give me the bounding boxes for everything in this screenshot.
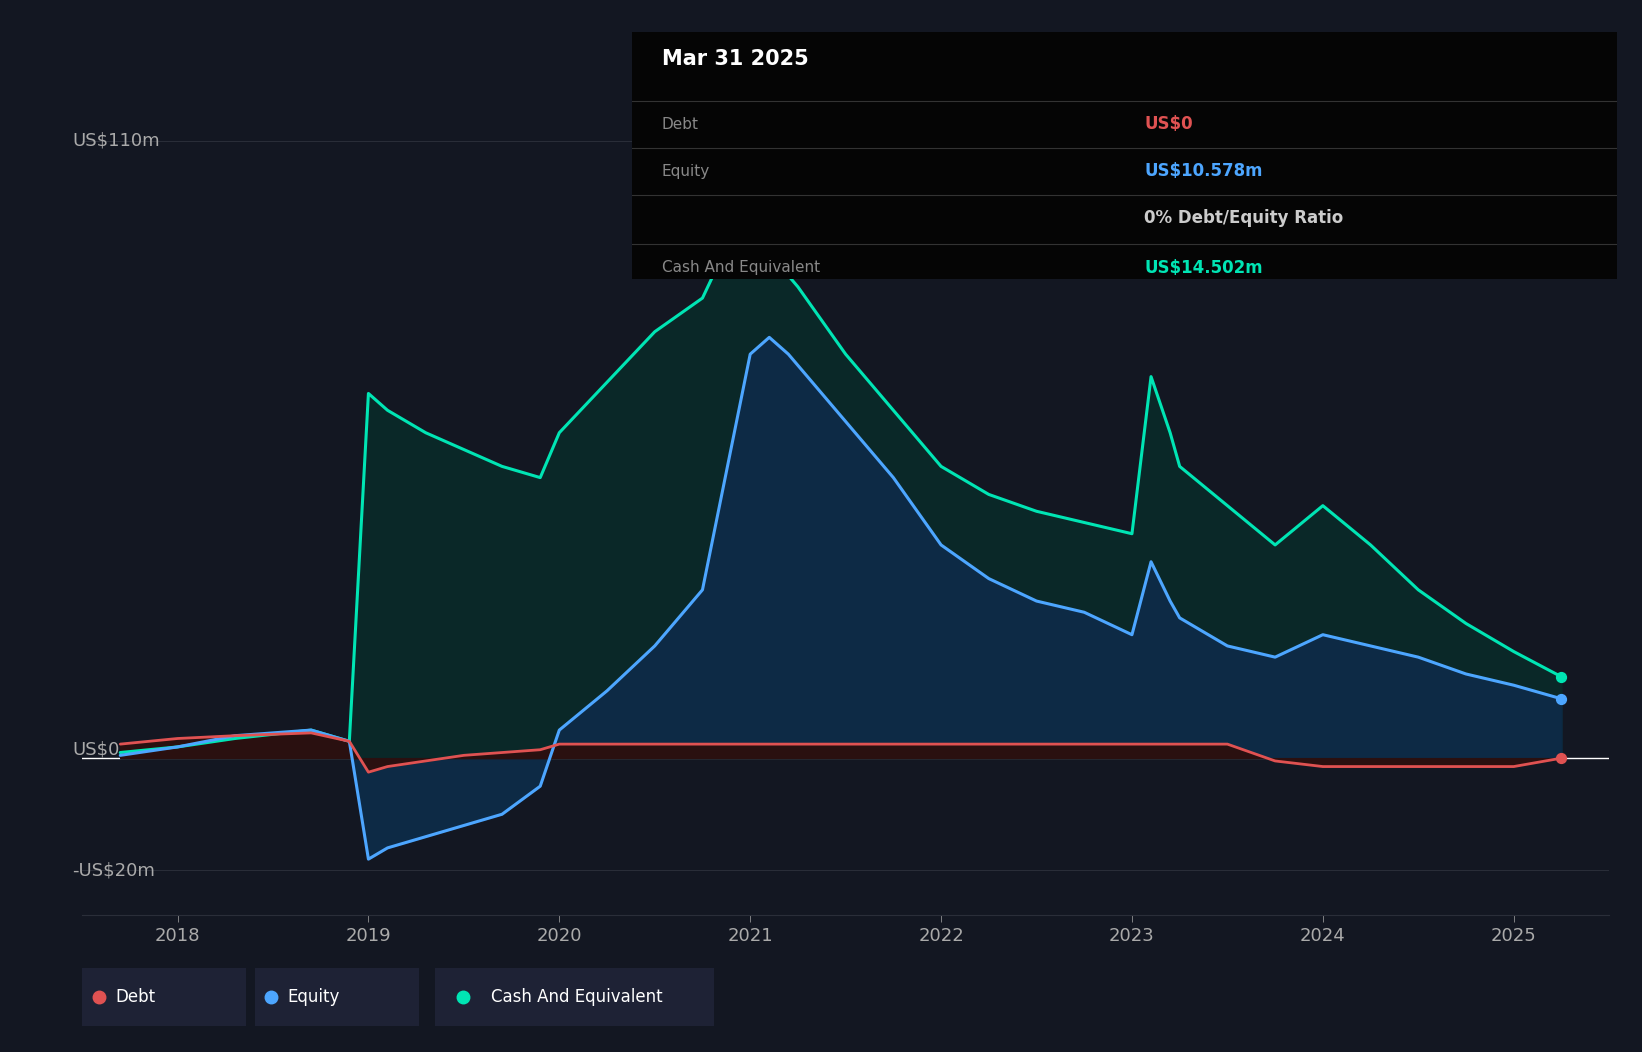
Text: Mar 31 2025: Mar 31 2025 — [662, 48, 808, 68]
Text: Cash And Equivalent: Cash And Equivalent — [491, 988, 663, 1006]
Text: Equity: Equity — [287, 988, 340, 1006]
Text: Debt: Debt — [115, 988, 154, 1006]
Text: Cash And Equivalent: Cash And Equivalent — [662, 260, 819, 276]
Text: -US$20m: -US$20m — [72, 862, 156, 879]
Point — [1548, 690, 1575, 707]
Text: US$14.502m: US$14.502m — [1144, 259, 1263, 277]
Point — [1548, 750, 1575, 767]
Text: US$0: US$0 — [72, 741, 120, 758]
Text: US$110m: US$110m — [72, 132, 161, 150]
Text: 0% Debt/Equity Ratio: 0% Debt/Equity Ratio — [1144, 209, 1343, 227]
Text: US$0: US$0 — [1144, 116, 1194, 134]
Text: Equity: Equity — [662, 164, 709, 179]
Point — [1548, 668, 1575, 685]
Text: Debt: Debt — [662, 117, 699, 132]
Text: US$10.578m: US$10.578m — [1144, 162, 1263, 180]
